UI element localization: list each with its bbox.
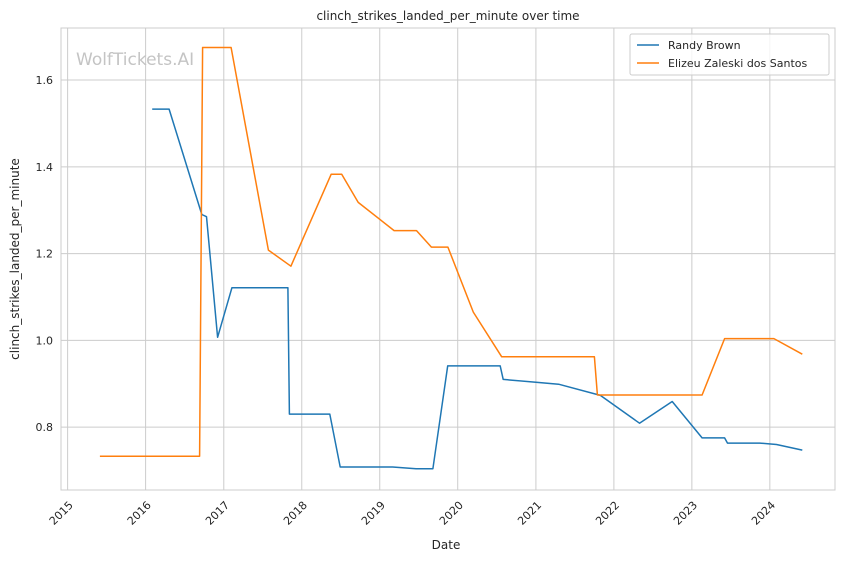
y-tick-label: 1.4 [36,161,54,174]
series-line-elizeu-zaleski-dos-santos [99,46,803,457]
grid-lines [61,28,835,490]
y-axis-label: clinch_strikes_landed_per_minute [8,158,22,360]
series-line-randy-brown [152,108,803,470]
y-tick-label: 0.8 [36,421,54,434]
watermark: WolfTickets.AI [76,50,194,70]
x-axis-label: Date [432,538,461,552]
plot-frame [60,27,836,491]
legend: Randy Brown Elizeu Zaleski dos Santos [629,33,830,76]
y-tick-label: 1.0 [36,334,54,347]
legend-box [629,33,830,76]
y-tick-label: 1.6 [36,74,54,87]
y-axis-ticks: 0.8 1.0 1.2 1.4 1.6 [36,74,54,434]
y-tick-label: 1.2 [36,248,54,261]
series-lines [99,46,803,470]
legend-label-elizeu-zaleski-dos-santos: Elizeu Zaleski dos Santos [668,57,808,70]
legend-label-randy-brown: Randy Brown [668,39,741,52]
chart-title: clinch_strikes_landed_per_minute over ti… [316,9,579,23]
